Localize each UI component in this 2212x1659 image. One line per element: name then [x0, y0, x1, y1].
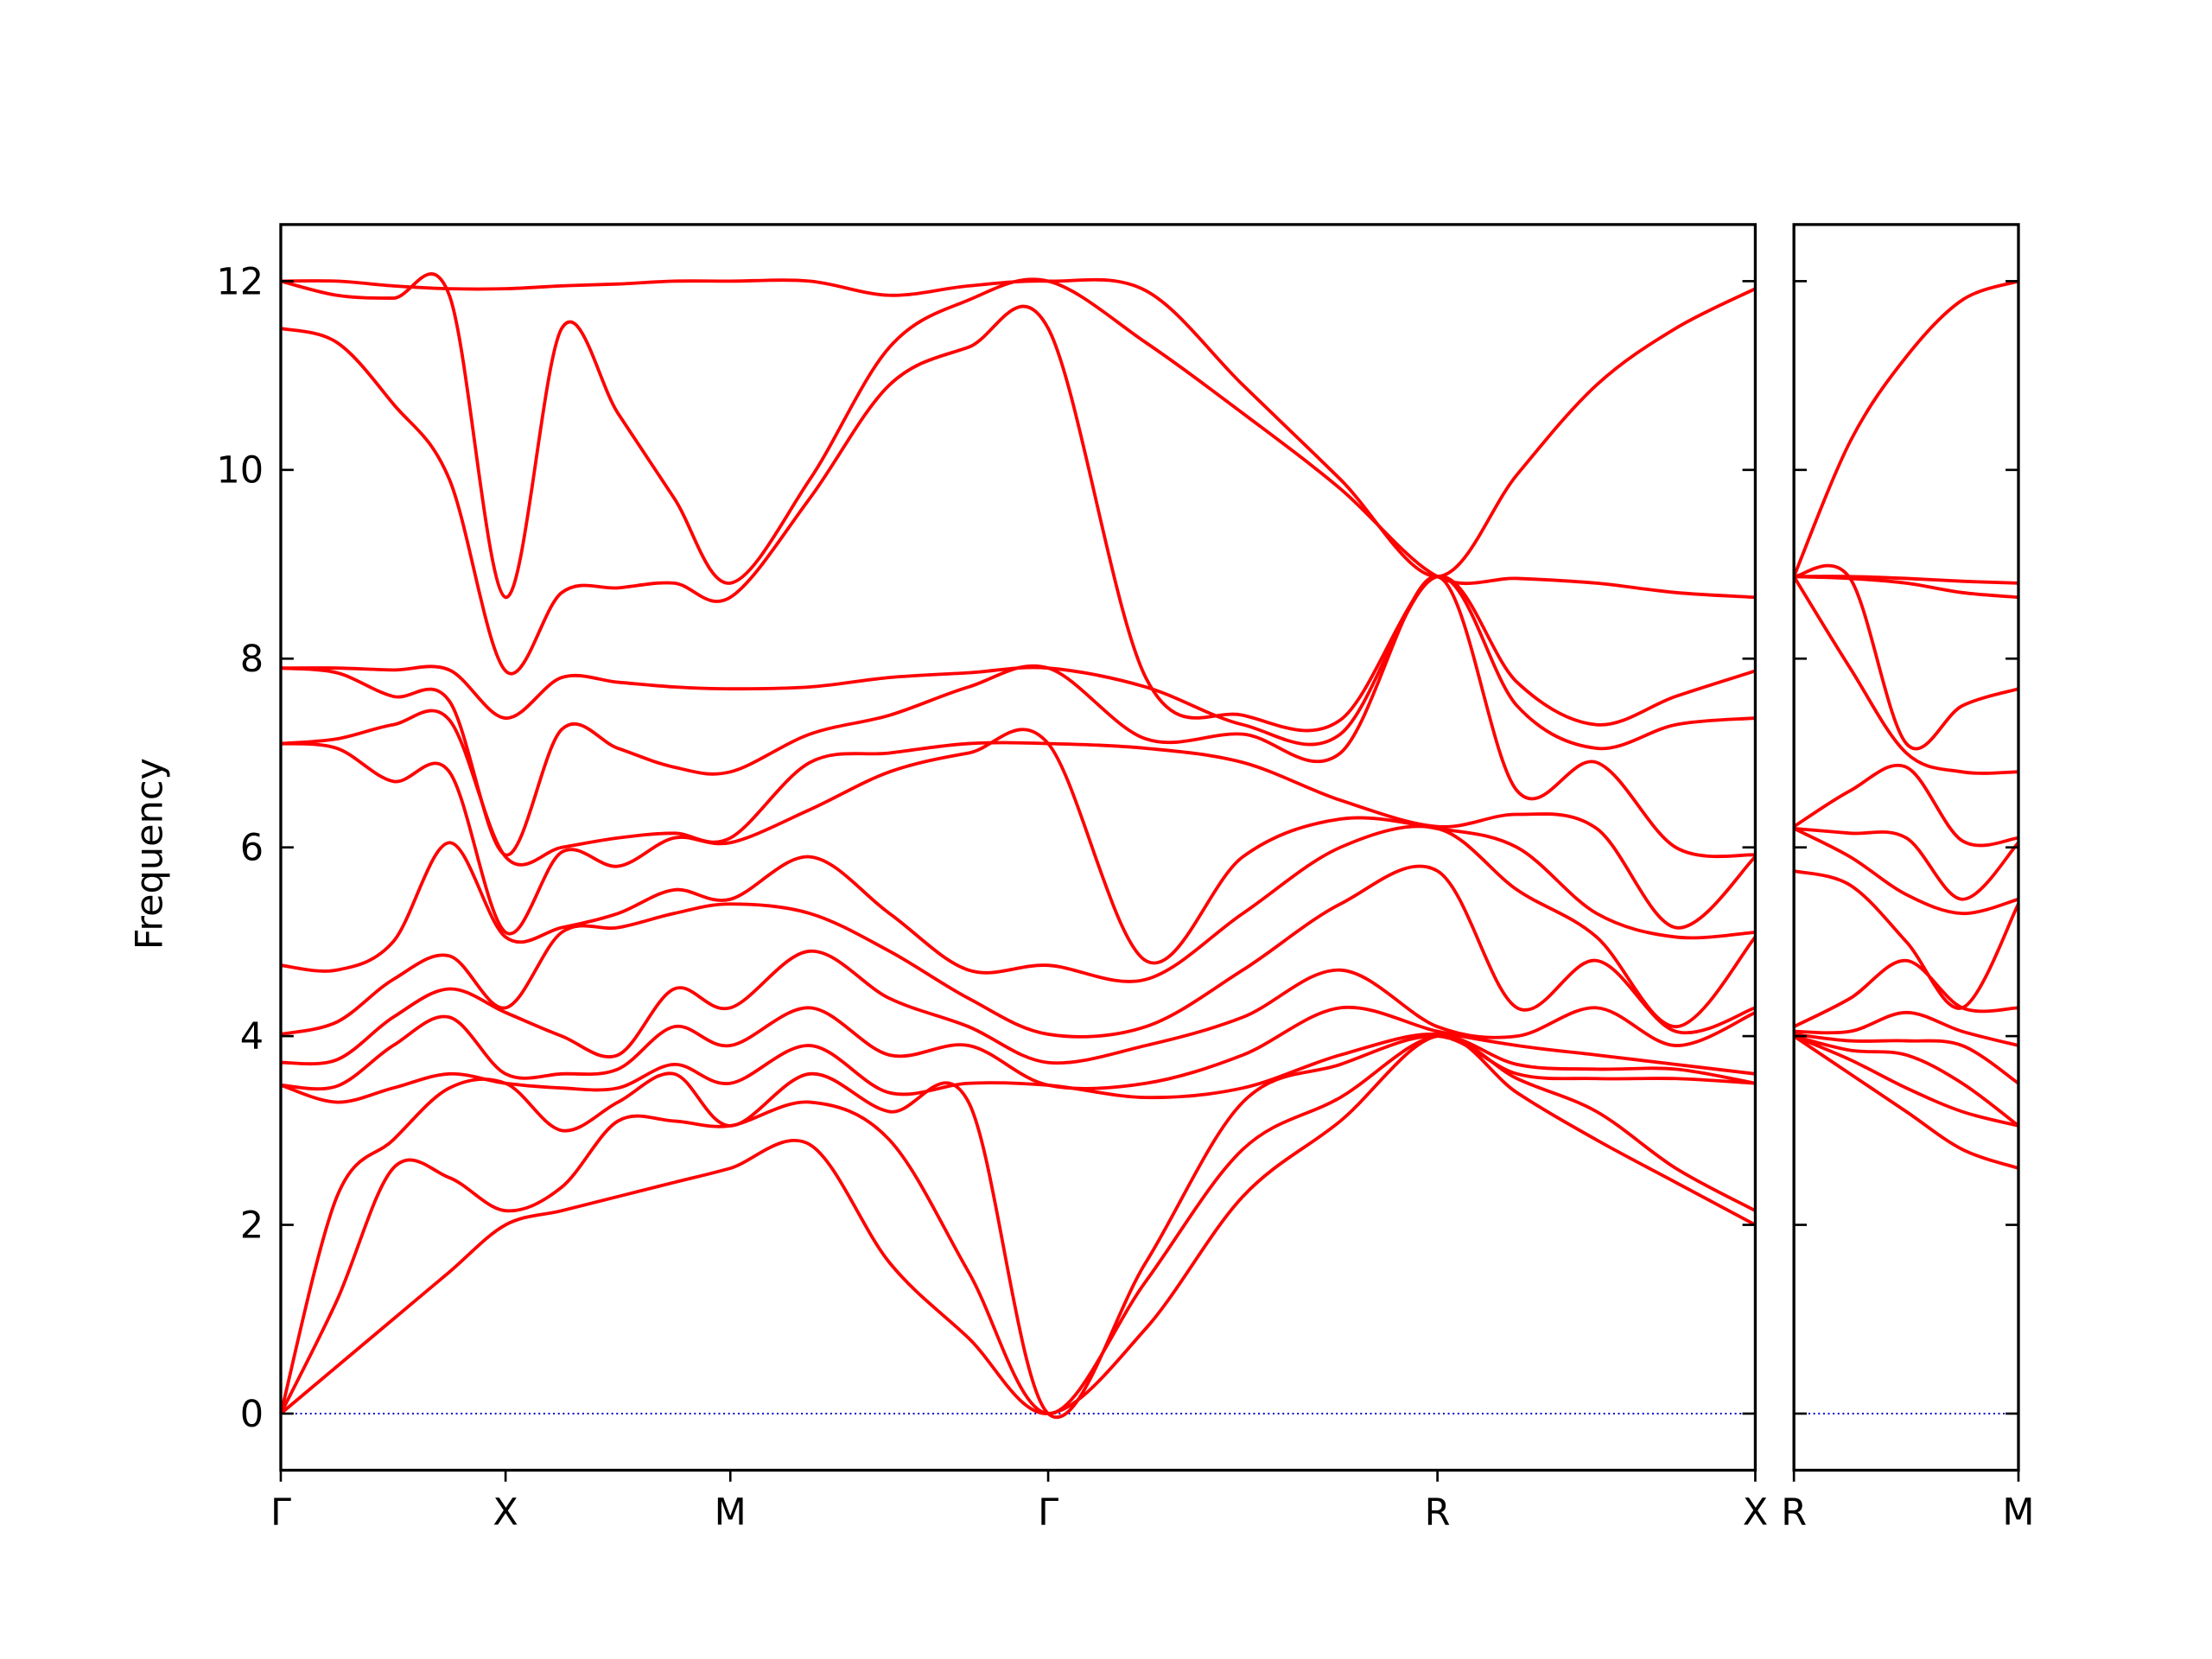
band-line [1792, 575, 2019, 775]
band-line [279, 1034, 1756, 1419]
band-line [280, 1005, 1756, 1091]
band-line [1793, 1034, 2020, 1128]
x-tick-label: R [1425, 1491, 1451, 1534]
band-line [1793, 826, 2020, 901]
band-line [1793, 958, 2019, 1028]
band-line [280, 575, 1756, 859]
x-tick-label: M [715, 1491, 747, 1534]
band-line [280, 728, 1756, 965]
band-line [1793, 763, 2019, 848]
y-tick-label: 6 [240, 827, 264, 870]
band-line [280, 709, 1757, 930]
y-axis-label: Frequency [129, 758, 172, 950]
band-line [1793, 1034, 2019, 1128]
y-tick-label: 0 [240, 1393, 264, 1436]
y-tick-label: 12 [216, 260, 264, 303]
band-line [279, 1033, 1757, 1415]
band-line [1793, 869, 2020, 1010]
x-tick-label: X [493, 1491, 518, 1534]
plot-frame [1792, 223, 2020, 1472]
band-line [280, 575, 1756, 751]
band-line [280, 949, 1757, 1066]
band-line [280, 304, 1757, 733]
band-line [280, 277, 1757, 579]
x-tick-label: Γ [1038, 1491, 1058, 1534]
y-tick-label: 4 [240, 1015, 264, 1058]
y-tick-label: 2 [240, 1204, 264, 1247]
x-tick-label: M [2002, 1491, 2034, 1534]
band-line [1793, 827, 2019, 916]
band-line [1794, 1010, 2019, 1047]
band-line [280, 272, 1756, 600]
band-line [280, 864, 1757, 1039]
band-line [1793, 1034, 2019, 1170]
band-line [280, 1032, 1756, 1104]
band-line [1794, 575, 2019, 585]
band-line [1793, 1033, 2020, 1085]
x-tick-label: Γ [270, 1491, 291, 1534]
x-tick-label: R [1781, 1491, 1807, 1534]
plot-frame [279, 223, 1758, 1472]
y-tick-label: 8 [240, 638, 264, 681]
x-tick-label: X [1743, 1491, 1768, 1534]
y-tick-label: 10 [216, 449, 264, 493]
band-line [1792, 279, 2019, 577]
band-line [1793, 563, 2019, 751]
band-line [279, 1034, 1757, 1415]
band-line [280, 824, 1757, 1029]
